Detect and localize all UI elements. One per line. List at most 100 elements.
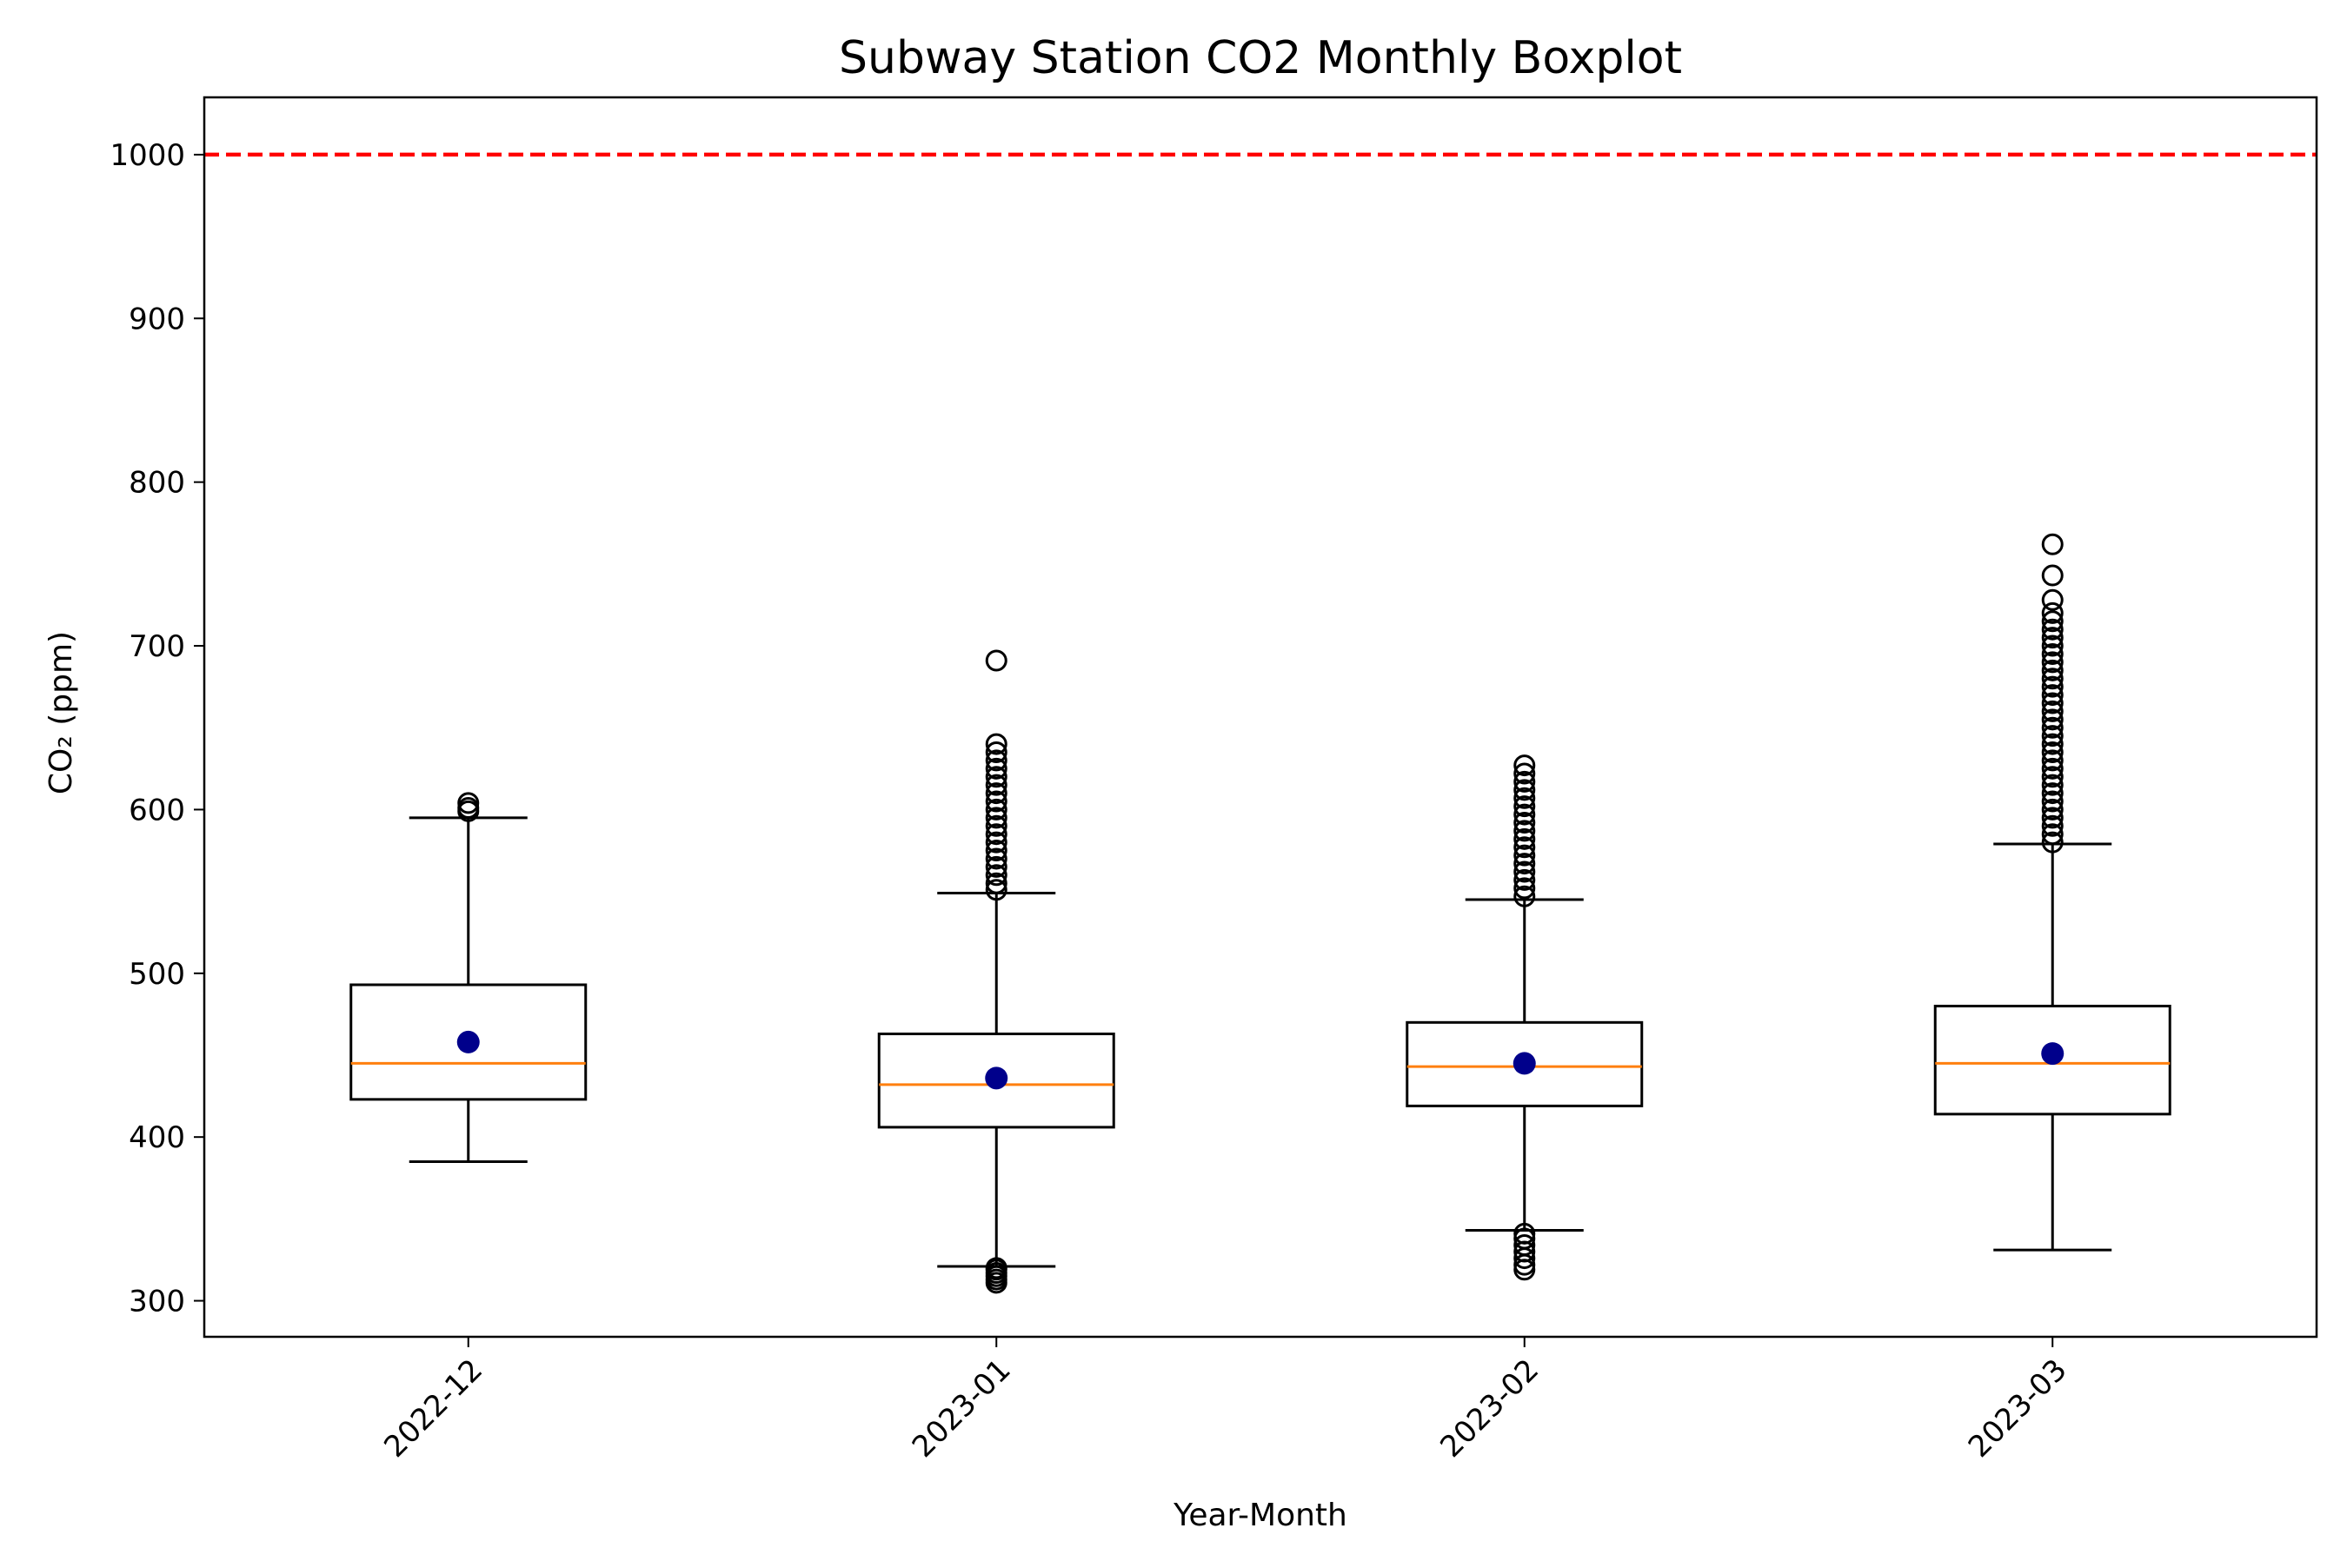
outlier-point — [2041, 618, 2064, 641]
outlier-point — [985, 807, 1007, 829]
mean-point — [456, 1030, 480, 1053]
box-iqr — [1933, 1004, 2171, 1116]
outlier-point — [1513, 820, 1536, 842]
mean-point — [985, 1066, 1008, 1090]
outlier-point — [985, 790, 1007, 813]
outlier-point — [985, 840, 1007, 862]
outlier-point — [2041, 782, 2064, 805]
outlier-point — [985, 757, 1007, 780]
box-iqr — [1406, 1020, 1644, 1107]
outlier-point — [2041, 823, 2064, 846]
outlier-point — [457, 792, 480, 814]
outlier-point — [1513, 877, 1536, 900]
outlier-point — [985, 774, 1007, 796]
outlier-point — [985, 733, 1007, 755]
outlier-point — [2041, 668, 2064, 690]
outlier-point — [2041, 533, 2064, 555]
outlier-point — [2041, 659, 2064, 681]
mean-point — [2041, 1042, 2064, 1066]
outlier-point — [1513, 779, 1536, 801]
outlier-point — [1513, 868, 1536, 891]
box-iqr — [349, 983, 588, 1101]
outlier-point — [2041, 601, 2064, 624]
chart-title: Subway Station CO2 Monthly Boxplot — [839, 32, 1682, 84]
outlier-point — [1513, 812, 1536, 834]
outlier-point — [2041, 774, 2064, 796]
outlier-point — [2041, 749, 2064, 772]
outlier-point — [2041, 725, 2064, 747]
outlier-point — [2041, 692, 2064, 714]
y-tick-label: 400 — [129, 1120, 185, 1155]
outlier-point — [1513, 885, 1536, 907]
outlier-point — [2041, 651, 2064, 674]
outlier-point — [985, 1257, 1007, 1279]
y-tick-label: 900 — [129, 302, 185, 336]
outlier-point — [2041, 588, 2064, 611]
outlier-point — [1513, 844, 1536, 867]
outlier-point — [985, 814, 1007, 837]
outlier-point — [985, 749, 1007, 772]
outlier-point — [2041, 757, 2064, 780]
outlier-point — [2041, 627, 2064, 649]
outlier-point — [1513, 836, 1536, 859]
outlier-point — [985, 766, 1007, 788]
outlier-point — [2041, 807, 2064, 829]
outlier-point — [985, 847, 1007, 870]
outlier-point — [2041, 814, 2064, 837]
x-tick-label: 2023-01 — [906, 1352, 1018, 1465]
x-axis-label: Year-Month — [1173, 1498, 1347, 1533]
y-tick-label: 300 — [129, 1285, 185, 1319]
outlier-point — [2041, 766, 2064, 788]
outlier-point — [985, 879, 1007, 901]
outlier-point — [1513, 754, 1536, 777]
outlier-point — [2041, 741, 2064, 764]
mean-point — [1513, 1052, 1536, 1075]
outlier-point — [2041, 733, 2064, 755]
y-tick-label: 600 — [129, 793, 185, 827]
outlier-point — [1513, 1222, 1536, 1245]
outlier-point — [985, 823, 1007, 846]
outlier-point — [2041, 798, 2064, 821]
y-tick-label: 500 — [129, 957, 185, 992]
outlier-point — [2041, 564, 2064, 587]
outlier-point — [2041, 684, 2064, 707]
box-iqr — [877, 1033, 1115, 1129]
outlier-point — [1513, 762, 1536, 785]
outlier-point — [2041, 831, 2064, 854]
outlier-point — [985, 649, 1007, 672]
x-tick-label: 2023-02 — [1433, 1352, 1546, 1465]
x-tick-label: 2022-12 — [377, 1352, 489, 1465]
y-tick-label: 1000 — [110, 138, 185, 173]
outlier-point — [985, 782, 1007, 805]
outlier-point — [1513, 795, 1536, 818]
outlier-point — [985, 872, 1007, 894]
outlier-point — [985, 798, 1007, 821]
outlier-point — [2041, 790, 2064, 813]
plot-layer: 300 400 500 600 700 800 900 1000 2022-12 2023-01 2… — [110, 96, 2318, 1465]
y-tick-label: 700 — [129, 629, 185, 664]
outlier-point — [985, 864, 1007, 887]
outlier-point — [1513, 1234, 1536, 1257]
outlier-point — [985, 855, 1007, 878]
outlier-point — [2041, 675, 2064, 698]
outlier-point — [2041, 700, 2064, 722]
outlier-point — [1513, 787, 1536, 809]
outlier-point — [1513, 860, 1536, 883]
outlier-point — [2041, 635, 2064, 657]
outlier-point — [1513, 803, 1536, 826]
outlier-point — [1513, 853, 1536, 875]
plot-frame — [203, 96, 2318, 1339]
y-tick-label: 800 — [129, 466, 185, 501]
outlier-point — [2041, 716, 2064, 739]
outlier-point — [2041, 642, 2064, 665]
outlier-point — [1513, 770, 1536, 793]
x-tick-label: 2023-03 — [1962, 1352, 2074, 1465]
outlier-point — [985, 741, 1007, 764]
outlier-point — [1513, 827, 1536, 850]
y-axis-label: CO₂ (ppm) — [43, 631, 79, 794]
outlier-point — [2041, 610, 2064, 633]
outlier-point — [985, 831, 1007, 854]
outlier-point — [2041, 708, 2064, 731]
